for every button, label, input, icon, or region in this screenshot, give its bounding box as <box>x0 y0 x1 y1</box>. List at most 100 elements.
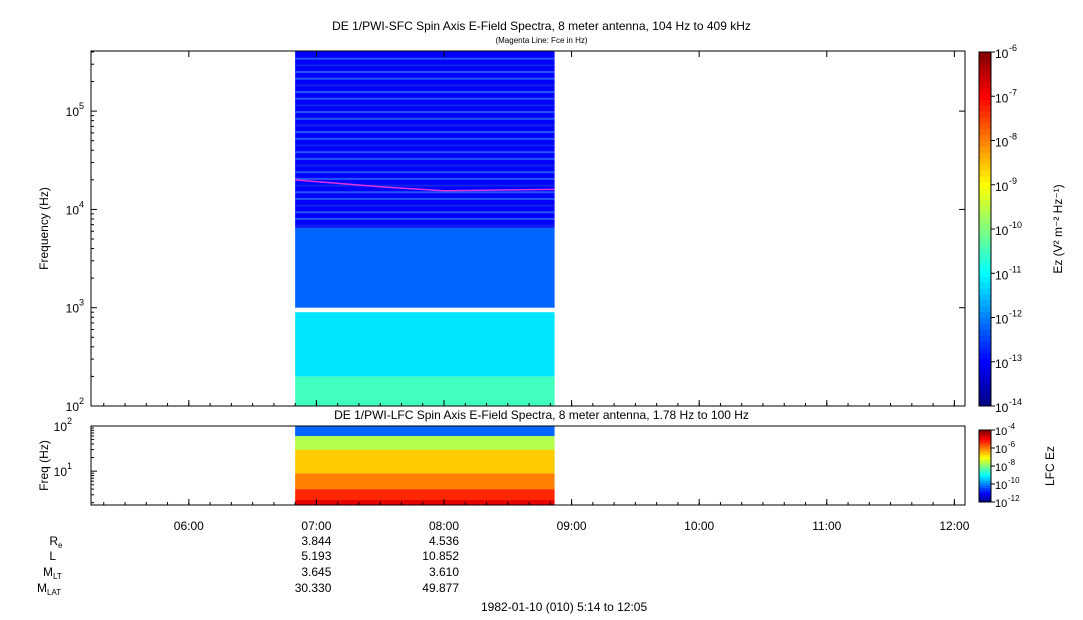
sfc-colorbar-cell <box>979 93 991 100</box>
sfc-colorbar-cell <box>979 134 991 141</box>
sfc-colorbar-tick-exp: -10 <box>1009 220 1022 230</box>
sfc-ytick-label: 10 <box>66 203 80 217</box>
x-tick-label: 07:00 <box>301 519 331 533</box>
sfc-stripe <box>295 177 555 180</box>
ephemeris-label: M <box>43 565 53 579</box>
sfc-colorbar-cell <box>979 122 991 130</box>
ephemeris-value: 3.844 <box>301 534 331 548</box>
sfc-colorbar-cell <box>979 105 991 112</box>
sfc-ytick-exp: 3 <box>79 298 84 308</box>
ephemeris-value: 5.193 <box>301 549 331 563</box>
sfc-ytick-label: 10 <box>66 302 80 316</box>
sfc-stripe <box>295 217 555 220</box>
sfc-colorbar-cell <box>979 205 991 212</box>
sfc-colorbar-cell <box>979 382 991 389</box>
sfc-ytick-exp: 4 <box>79 199 84 209</box>
sfc-stripe <box>295 191 555 194</box>
ephemeris-label-sub: e <box>58 541 63 550</box>
panel1-subtitle: (Magenta Line: Fce in Hz) <box>495 36 588 45</box>
ephemeris-value: 49.877 <box>422 581 459 595</box>
x-tick-label: 12:00 <box>939 519 969 533</box>
lfc-colorbar-tick-exp: -4 <box>1008 422 1016 431</box>
sfc-colorbar <box>979 52 991 407</box>
sfc-stripe <box>295 91 555 94</box>
sfc-colorbar-cell <box>979 175 991 183</box>
sfc-colorbar-cell <box>979 164 991 171</box>
lfc-colorbar-cell <box>979 437 991 441</box>
sfc-colorbar-cell <box>979 211 991 218</box>
lfc-colorbar-tick-exp: -12 <box>1008 494 1020 503</box>
sfc-stripe <box>295 157 555 160</box>
lfc-colorbar-cell <box>979 461 991 465</box>
sfc-ytick-exp: 5 <box>79 101 84 111</box>
sfc-stripe <box>295 57 555 60</box>
sfc-colorbar-cell <box>979 270 991 277</box>
sfc-colorbar-cell <box>979 193 991 200</box>
lfc-colorbar-tick-label: 10 <box>995 444 1007 456</box>
lfc-colorbar-cell <box>979 432 991 436</box>
sfc-stripe <box>295 197 555 200</box>
sfc-colorbar-cell <box>979 111 991 118</box>
sfc-stripe <box>295 164 555 167</box>
lfc-colorbar-label: LFC Ez <box>1043 446 1057 486</box>
lfc-spectrogram <box>295 426 555 505</box>
ephemeris-value: 3.645 <box>301 565 331 579</box>
sfc-stripe <box>295 171 555 174</box>
sfc-stripe <box>295 124 555 127</box>
ephemeris-label: M <box>37 581 47 595</box>
sfc-colorbar-cell <box>979 358 991 366</box>
sfc-ylabel: Frequency (Hz) <box>37 187 51 270</box>
sfc-stripe <box>295 97 555 100</box>
sfc-colorbar-cell <box>979 87 991 94</box>
sfc-stripe <box>295 71 555 74</box>
lfc-plot-frame <box>90 425 966 506</box>
sfc-stripe <box>295 224 555 227</box>
lfc-ytick-label: 10 <box>54 420 68 434</box>
lfc-band-2 <box>295 473 555 490</box>
sfc-colorbar-tick-exp: -11 <box>1009 264 1021 274</box>
sfc-stripe <box>295 211 555 214</box>
fce-line <box>295 179 555 192</box>
sfc-colorbar-cell <box>979 288 991 295</box>
sfc-colorbar-cell <box>979 400 991 407</box>
lfc-ytick-label: 10 <box>54 465 68 479</box>
sfc-colorbar-cell <box>979 181 991 189</box>
sfc-colorbar-cell <box>979 311 991 318</box>
sfc-stripe <box>295 117 555 120</box>
sfc-colorbar-cell <box>979 240 991 248</box>
sfc-colorbar-cell <box>979 299 991 307</box>
sfc-colorbar-cell <box>979 264 991 271</box>
sfc-spectrogram <box>295 51 555 406</box>
lfc-colorbar-cell <box>979 470 991 474</box>
sfc-colorbar-cell <box>979 258 991 265</box>
sfc-colorbar-tick-exp: -7 <box>1009 87 1017 97</box>
sfc-stripe <box>295 77 555 80</box>
lfc-colorbar-cell <box>979 494 991 498</box>
lfc-colorbar-cell <box>979 458 991 462</box>
sfc-stripe <box>295 111 555 114</box>
ephemeris-label-sub: LT <box>53 572 62 581</box>
lfc-band-5 <box>295 426 555 437</box>
lfc-colorbar-cell <box>979 478 991 481</box>
sfc-colorbar-cell <box>979 352 991 360</box>
lfc-colorbar-cell <box>979 451 991 455</box>
lfc-ytick-exp: 1 <box>67 461 72 471</box>
sfc-colorbar-cell <box>979 187 991 195</box>
lfc-colorbar-cell <box>979 480 991 484</box>
sfc-ytick-label: 10 <box>66 105 80 119</box>
sfc-colorbar-cell <box>979 341 991 348</box>
lfc-colorbar-cell <box>979 490 991 493</box>
lfc-colorbar-tick-label: 10 <box>995 480 1007 492</box>
lfc-colorbar-cell <box>979 492 991 496</box>
sfc-colorbar-tick-exp: -13 <box>1009 353 1022 363</box>
ephemeris-label: L <box>49 549 56 563</box>
sfc-colorbar-cell <box>979 234 991 242</box>
lfc-colorbar-cell <box>979 463 991 467</box>
lfc-colorbar-cell <box>979 466 991 469</box>
sfc-colorbar-cell <box>979 99 991 106</box>
sfc-colorbar-cell <box>979 81 991 88</box>
sfc-colorbar-tick-exp: -6 <box>1009 43 1017 53</box>
sfc-ytick-exp: 2 <box>79 396 84 406</box>
sfc-stripe <box>295 184 555 187</box>
panel1-title: DE 1/PWI-SFC Spin Axis E-Field Spectra, … <box>332 19 751 33</box>
